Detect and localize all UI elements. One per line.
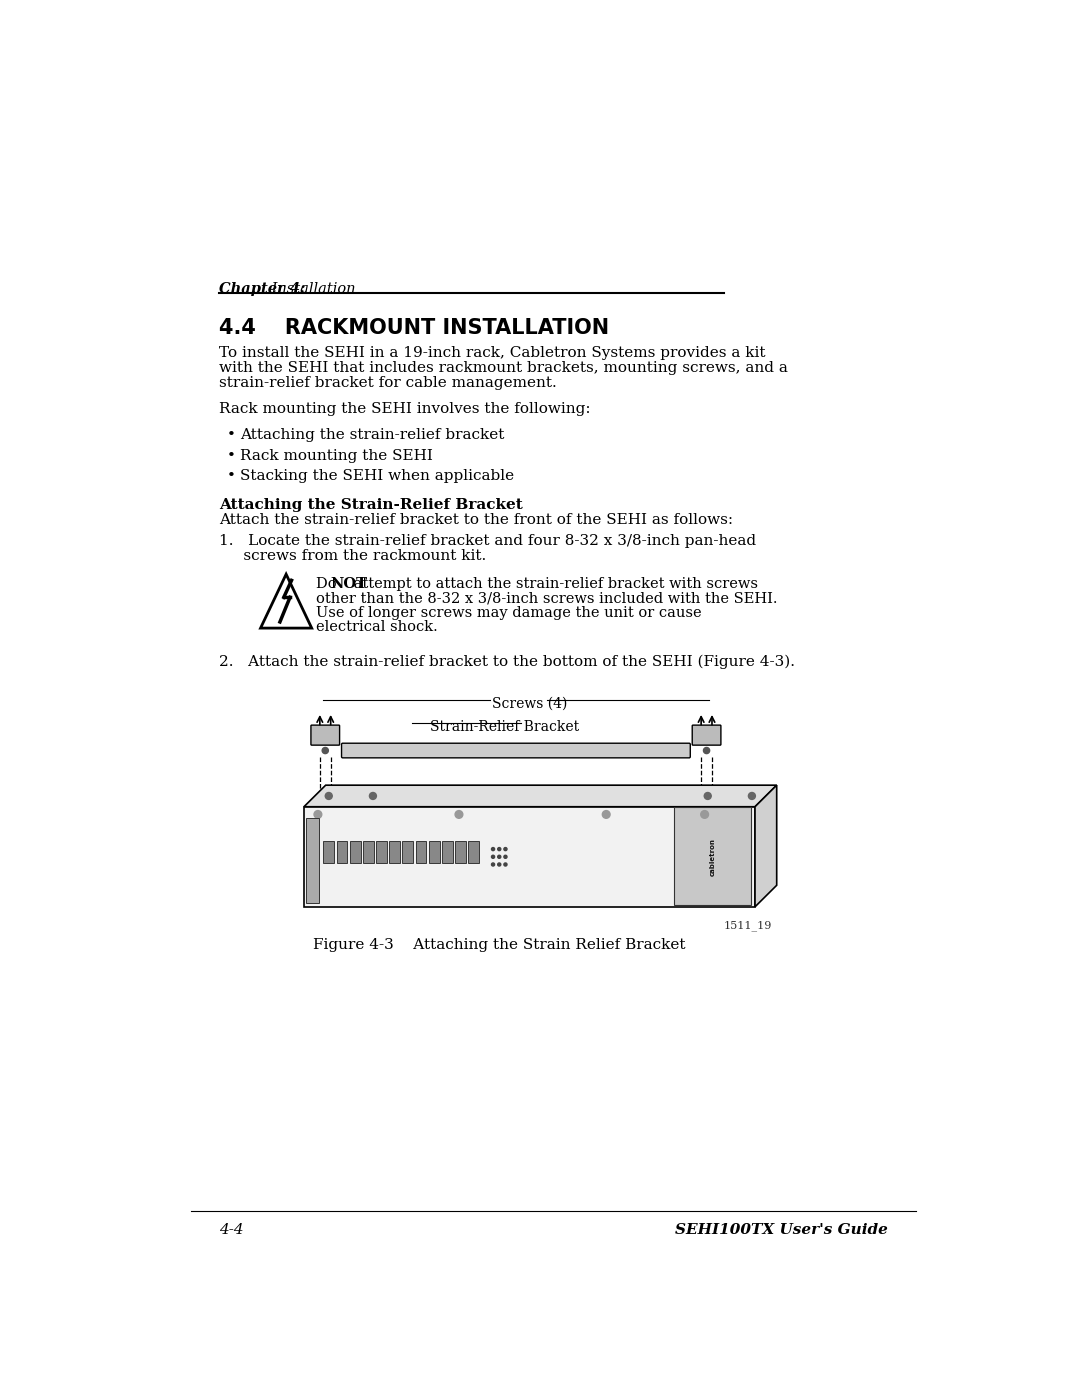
Bar bbox=[306, 819, 320, 902]
Text: 1511_19: 1511_19 bbox=[724, 921, 772, 932]
Bar bbox=[674, 806, 751, 905]
Circle shape bbox=[314, 810, 322, 819]
Circle shape bbox=[491, 855, 495, 858]
Bar bbox=[323, 841, 334, 863]
Circle shape bbox=[504, 848, 507, 851]
Text: Attach the strain-relief bracket to the front of the SEHI as follows:: Attach the strain-relief bracket to the … bbox=[218, 513, 733, 527]
Text: 2.   Attach the strain-relief bracket to the bottom of the SEHI (Figure 4-3).: 2. Attach the strain-relief bracket to t… bbox=[218, 654, 795, 669]
Text: screws from the rackmount kit.: screws from the rackmount kit. bbox=[218, 549, 486, 563]
Text: SEHI100TX User's Guide: SEHI100TX User's Guide bbox=[675, 1222, 889, 1236]
Text: NOT: NOT bbox=[330, 577, 367, 591]
Bar bbox=[469, 841, 480, 863]
Circle shape bbox=[703, 747, 710, 753]
Text: Rack mounting the SEHI involves the following:: Rack mounting the SEHI involves the foll… bbox=[218, 402, 591, 416]
Circle shape bbox=[504, 855, 507, 858]
Circle shape bbox=[748, 792, 755, 799]
Circle shape bbox=[704, 792, 712, 799]
Circle shape bbox=[498, 855, 501, 858]
Text: 4.4    RACKMOUNT INSTALLATION: 4.4 RACKMOUNT INSTALLATION bbox=[218, 317, 609, 338]
Circle shape bbox=[603, 810, 610, 819]
Bar bbox=[337, 841, 348, 863]
Circle shape bbox=[325, 792, 333, 799]
Circle shape bbox=[701, 810, 708, 819]
Text: Use of longer screws may damage the unit or cause: Use of longer screws may damage the unit… bbox=[316, 606, 702, 620]
Text: •: • bbox=[227, 427, 235, 441]
Text: To install the SEHI in a 19-inch rack, Cabletron Systems provides a kit: To install the SEHI in a 19-inch rack, C… bbox=[218, 346, 766, 360]
Text: Figure 4-3    Attaching the Strain Relief Bracket: Figure 4-3 Attaching the Strain Relief B… bbox=[313, 937, 686, 951]
Bar bbox=[403, 841, 414, 863]
Text: electrical shock.: electrical shock. bbox=[316, 620, 438, 634]
Text: Attaching the strain-relief bracket: Attaching the strain-relief bracket bbox=[240, 427, 504, 441]
Text: with the SEHI that includes rackmount brackets, mounting screws, and a: with the SEHI that includes rackmount br… bbox=[218, 360, 787, 374]
Text: Installation: Installation bbox=[267, 282, 355, 296]
Circle shape bbox=[369, 792, 377, 799]
Bar bbox=[350, 841, 361, 863]
Text: Rack mounting the SEHI: Rack mounting the SEHI bbox=[240, 448, 432, 462]
Text: Stacking the SEHI when applicable: Stacking the SEHI when applicable bbox=[240, 469, 514, 483]
Text: other than the 8-32 x 3/8-inch screws included with the SEHI.: other than the 8-32 x 3/8-inch screws in… bbox=[316, 591, 778, 605]
Circle shape bbox=[455, 810, 463, 819]
Text: 1.   Locate the strain-relief bracket and four 8-32 x 3/8-inch pan-head: 1. Locate the strain-relief bracket and … bbox=[218, 534, 756, 548]
Polygon shape bbox=[755, 785, 777, 907]
Text: Strain-Relief Bracket: Strain-Relief Bracket bbox=[430, 719, 579, 733]
Polygon shape bbox=[303, 785, 777, 806]
Bar bbox=[455, 841, 465, 863]
Text: •: • bbox=[227, 448, 235, 462]
Circle shape bbox=[322, 747, 328, 753]
Bar bbox=[363, 841, 374, 863]
Polygon shape bbox=[303, 806, 755, 907]
Circle shape bbox=[498, 863, 501, 866]
FancyBboxPatch shape bbox=[341, 743, 690, 757]
Text: attempt to attach the strain-relief bracket with screws: attempt to attach the strain-relief brac… bbox=[349, 577, 758, 591]
Text: cabletron: cabletron bbox=[710, 838, 715, 876]
Text: strain-relief bracket for cable management.: strain-relief bracket for cable manageme… bbox=[218, 376, 556, 390]
Circle shape bbox=[498, 848, 501, 851]
Text: •: • bbox=[227, 469, 235, 483]
Bar bbox=[429, 841, 440, 863]
Bar bbox=[442, 841, 453, 863]
Circle shape bbox=[491, 863, 495, 866]
Circle shape bbox=[504, 863, 507, 866]
Bar bbox=[416, 841, 427, 863]
FancyBboxPatch shape bbox=[692, 725, 721, 745]
Bar bbox=[376, 841, 387, 863]
Circle shape bbox=[491, 848, 495, 851]
Text: Do: Do bbox=[316, 577, 341, 591]
Text: Attaching the Strain-Relief Bracket: Attaching the Strain-Relief Bracket bbox=[218, 497, 523, 511]
Text: Chapter 4:: Chapter 4: bbox=[218, 282, 305, 296]
FancyBboxPatch shape bbox=[311, 725, 339, 745]
Text: 4-4: 4-4 bbox=[218, 1222, 243, 1236]
Bar bbox=[389, 841, 400, 863]
Text: Screws (4): Screws (4) bbox=[491, 697, 567, 711]
